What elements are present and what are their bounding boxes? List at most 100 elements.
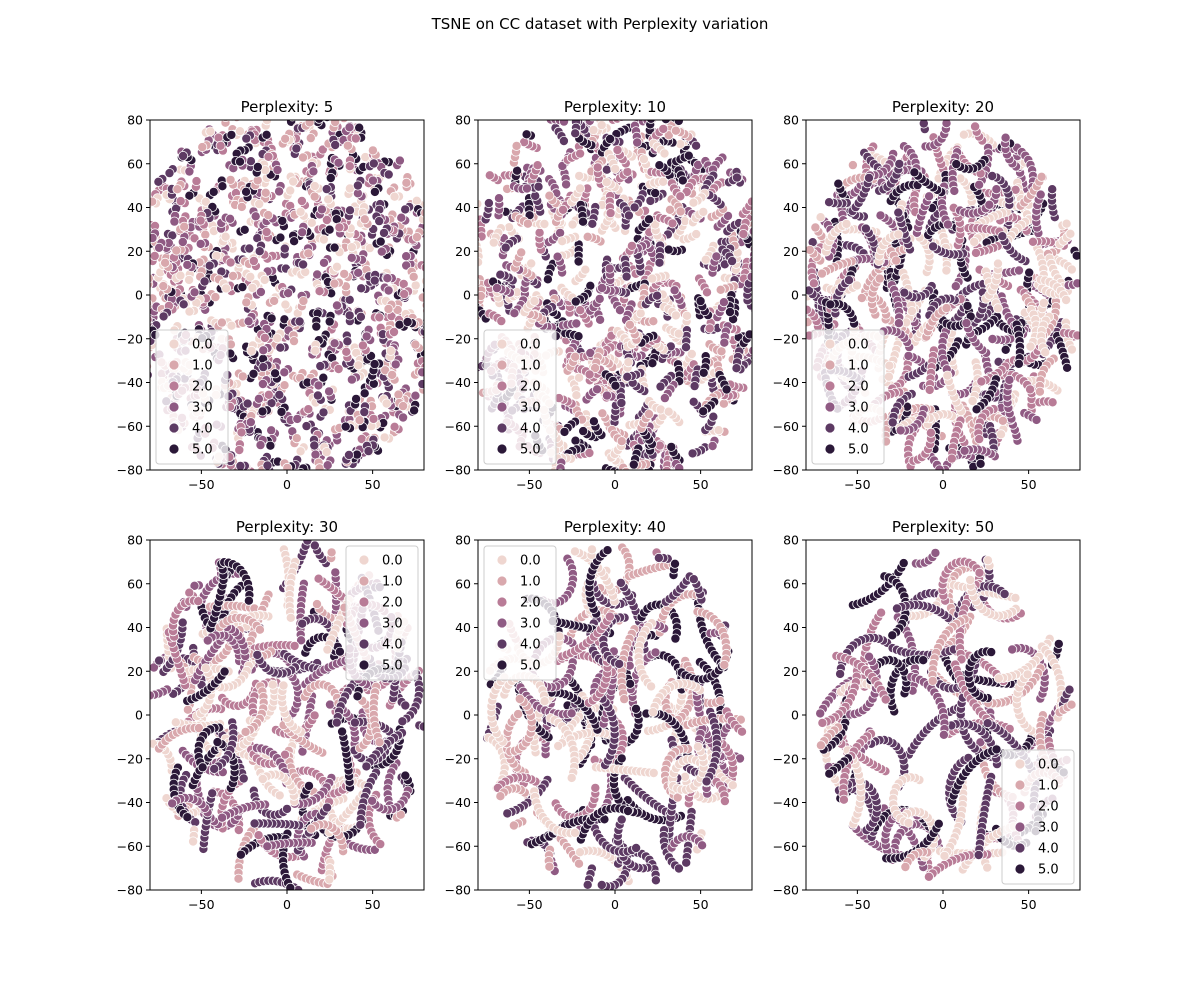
data-point xyxy=(578,216,589,227)
data-point xyxy=(279,367,290,378)
data-point xyxy=(178,299,189,310)
data-point xyxy=(368,413,379,424)
data-point xyxy=(755,278,764,287)
data-point xyxy=(311,321,322,332)
data-point xyxy=(670,125,681,136)
data-point xyxy=(324,386,335,397)
data-point xyxy=(571,318,582,329)
legend-label: 5.0 xyxy=(520,443,541,458)
data-point xyxy=(526,258,537,269)
data-point xyxy=(432,243,441,252)
data-point xyxy=(314,120,324,124)
data-point xyxy=(374,312,385,323)
data-point xyxy=(596,120,607,131)
data-point xyxy=(626,478,635,487)
data-point xyxy=(272,333,283,344)
data-point xyxy=(484,170,495,181)
data-point xyxy=(402,316,413,327)
x-tick-label: 50 xyxy=(365,477,381,492)
data-point xyxy=(125,286,134,295)
data-point xyxy=(401,177,412,188)
data-point xyxy=(817,268,828,279)
data-point xyxy=(588,416,599,427)
data-point xyxy=(314,286,325,297)
data-point xyxy=(353,360,364,371)
data-point xyxy=(254,198,265,209)
data-point xyxy=(261,226,272,237)
data-point xyxy=(242,398,253,409)
data-point xyxy=(359,407,370,418)
data-point xyxy=(303,248,314,259)
data-point xyxy=(669,120,673,121)
data-point xyxy=(258,362,269,373)
data-point xyxy=(1028,236,1039,247)
data-point xyxy=(715,284,726,295)
data-point xyxy=(491,283,502,294)
data-point xyxy=(612,144,623,155)
data-point xyxy=(346,252,357,263)
data-point xyxy=(610,163,621,174)
data-point xyxy=(287,426,298,437)
legend-label: 4.0 xyxy=(520,422,541,437)
legend-marker xyxy=(496,422,508,434)
data-point xyxy=(721,384,732,395)
x-tick-label: −50 xyxy=(516,477,542,492)
data-point xyxy=(763,261,772,270)
data-point xyxy=(713,425,724,436)
data-point xyxy=(509,308,520,319)
data-point xyxy=(431,311,440,320)
data-point xyxy=(748,261,752,272)
data-point xyxy=(458,321,467,330)
data-point xyxy=(687,448,698,459)
data-point xyxy=(283,288,294,299)
data-point xyxy=(661,466,672,470)
data-point xyxy=(253,393,264,404)
data-point xyxy=(329,278,340,289)
data-point xyxy=(423,221,424,227)
data-point xyxy=(313,380,324,391)
data-point xyxy=(417,379,424,390)
data-point xyxy=(757,281,766,290)
data-point xyxy=(707,440,718,451)
data-point xyxy=(409,405,420,416)
data-point xyxy=(761,256,770,265)
data-point xyxy=(309,440,320,451)
data-point xyxy=(754,307,763,316)
data-point xyxy=(467,267,476,276)
y-tick-label: 80 xyxy=(127,113,143,128)
data-point xyxy=(660,120,671,125)
data-point xyxy=(232,473,241,482)
data-point xyxy=(410,280,421,291)
data-point xyxy=(493,193,504,204)
data-point xyxy=(267,480,276,489)
x-tick-label: 50 xyxy=(693,477,709,492)
data-point xyxy=(767,277,776,286)
data-point xyxy=(533,181,544,192)
y-tick-label: 40 xyxy=(127,200,143,215)
data-point xyxy=(597,282,608,293)
data-point xyxy=(557,468,564,470)
data-point xyxy=(175,196,186,207)
data-point xyxy=(465,276,474,285)
data-point xyxy=(595,314,606,325)
data-point xyxy=(237,282,248,293)
legend-label: 0.0 xyxy=(520,338,541,353)
data-point xyxy=(438,288,447,297)
subplot-perplexity-20: Perplexity: 20−50 0 50−80−60−40−2002040608… xyxy=(773,98,1081,492)
data-point xyxy=(182,259,193,270)
data-point xyxy=(128,265,137,274)
y-tick-label: −80 xyxy=(117,463,143,478)
data-point xyxy=(420,262,424,273)
data-point xyxy=(164,168,175,179)
data-point xyxy=(388,326,399,337)
data-point xyxy=(298,259,309,270)
data-point xyxy=(996,429,1007,440)
data-point xyxy=(215,140,226,151)
y-tick-label: 0 xyxy=(135,288,143,303)
data-point xyxy=(234,126,245,137)
legend-marker xyxy=(168,359,180,371)
data-point xyxy=(342,140,353,151)
data-point xyxy=(700,254,711,265)
data-point xyxy=(354,415,365,426)
data-point xyxy=(296,195,307,206)
